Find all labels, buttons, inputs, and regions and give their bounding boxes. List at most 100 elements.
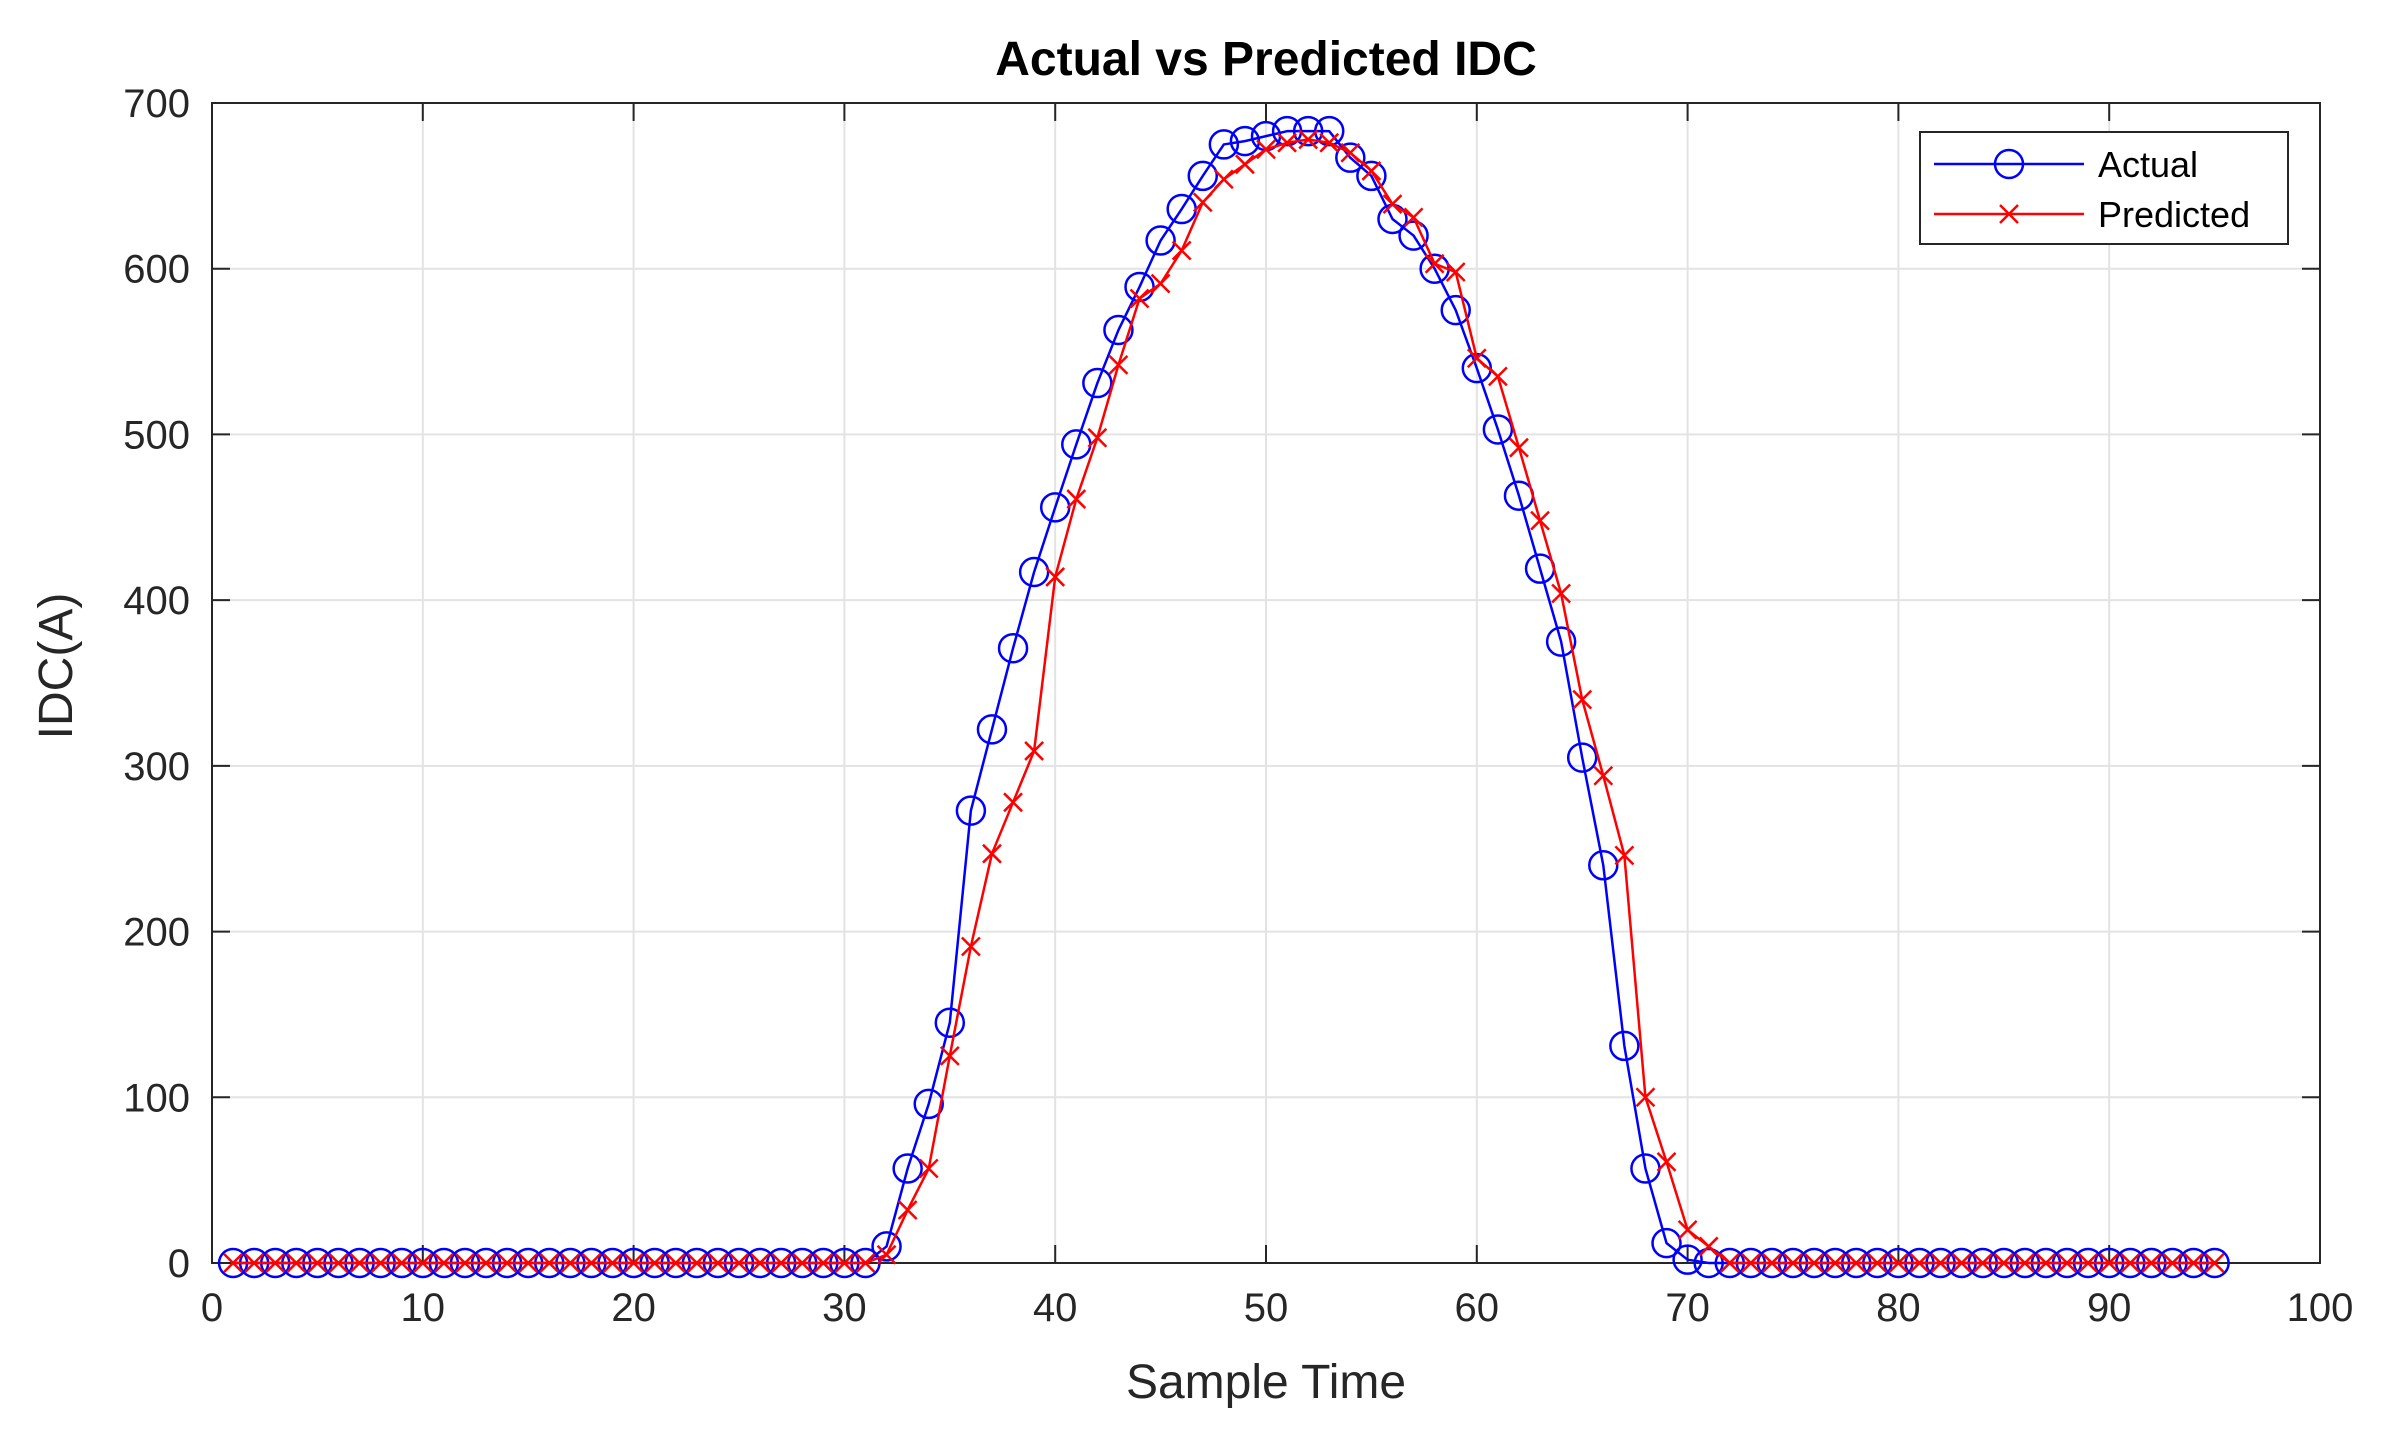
data-point-predicted — [1867, 1253, 1888, 1273]
data-point-predicted — [602, 1253, 623, 1273]
data-point-predicted — [1129, 288, 1150, 309]
data-point-predicted — [2183, 1253, 2204, 1273]
data-point-predicted — [1424, 253, 1445, 274]
data-point-actual — [913, 1088, 944, 1120]
data-point-actual — [1103, 314, 1134, 346]
data-point-predicted — [2014, 1253, 2035, 1273]
data-point-predicted — [581, 1253, 602, 1273]
data-point-predicted — [307, 1253, 328, 1273]
data-point-predicted — [1045, 567, 1066, 587]
data-point-actual — [997, 632, 1029, 664]
data-point-predicted — [412, 1253, 433, 1273]
data-point-predicted — [729, 1253, 749, 1273]
data-point-predicted — [792, 1253, 813, 1273]
data-point-predicted — [1846, 1253, 1867, 1273]
data-point-actual — [1292, 115, 1324, 147]
series-layer — [217, 115, 2230, 1279]
data-point-predicted — [349, 1253, 370, 1273]
y-tick-label: 300 — [123, 745, 190, 789]
data-point-actual — [871, 1231, 902, 1262]
data-point-predicted — [1909, 1253, 1930, 1273]
y-tick-label: 600 — [123, 248, 190, 292]
data-point-predicted — [982, 843, 1002, 864]
data-point-predicted — [665, 1253, 686, 1273]
x-tick-label: 70 — [1665, 1286, 1710, 1330]
data-point-predicted — [1551, 583, 1572, 604]
y-tick-label: 200 — [123, 911, 190, 955]
data-point-predicted — [1087, 427, 1108, 448]
legend-item-predicted: Predicted — [1934, 194, 2250, 235]
data-point-predicted — [771, 1253, 792, 1273]
data-point-predicted — [518, 1253, 539, 1273]
data-point-predicted — [644, 1253, 665, 1273]
data-point-predicted — [286, 1253, 307, 1273]
data-point-predicted — [265, 1253, 286, 1273]
legend-box — [1919, 131, 2289, 245]
x-tick-label: 30 — [822, 1286, 867, 1330]
x-tick-label: 90 — [2087, 1286, 2132, 1330]
data-point-predicted — [1972, 1253, 1993, 1273]
data-point-predicted — [1361, 161, 1382, 181]
data-point-predicted — [391, 1253, 412, 1273]
data-point-predicted — [497, 1253, 518, 1273]
data-point-predicted — [855, 1253, 876, 1273]
data-point-predicted — [476, 1253, 496, 1273]
chart-title: Actual vs Predicted IDC — [995, 33, 1537, 86]
data-point-predicted — [708, 1253, 728, 1273]
data-point-predicted — [1403, 207, 1424, 228]
tick-labels: 0 10 20 30 40 50 60 70 80 90 100 0 100 200 300 400 500 60… — [123, 82, 2353, 1330]
x-tick-label: 10 — [401, 1286, 446, 1330]
data-point-predicted — [1825, 1253, 1846, 1273]
x-tick-label: 20 — [611, 1286, 656, 1330]
data-point-actual — [1545, 626, 1577, 657]
data-point-actual — [1482, 414, 1514, 445]
data-point-actual — [1609, 1030, 1640, 1062]
data-point-predicted — [1719, 1253, 1740, 1273]
data-point-predicted — [244, 1253, 265, 1273]
data-point-predicted — [1235, 154, 1255, 175]
data-point-actual — [1440, 294, 1471, 326]
x-tick-label: 100 — [2287, 1286, 2354, 1330]
data-point-predicted — [750, 1253, 770, 1273]
data-point-predicted — [1951, 1253, 1972, 1273]
data-point-predicted — [1614, 845, 1635, 866]
data-point-predicted — [2036, 1253, 2056, 1273]
data-point-predicted — [1762, 1253, 1782, 1273]
data-point-predicted — [960, 936, 981, 957]
x-tick-label: 50 — [1244, 1286, 1289, 1330]
data-point-actual — [955, 795, 987, 826]
data-point-predicted — [623, 1253, 644, 1273]
data-point-predicted — [1888, 1253, 1909, 1273]
data-point-predicted — [1445, 262, 1466, 282]
data-point-predicted — [2099, 1253, 2120, 1273]
data-point-predicted — [1319, 132, 1340, 153]
series-predicted — [223, 129, 2225, 1273]
y-tick-label: 700 — [123, 82, 190, 126]
data-point-predicted — [1382, 194, 1403, 214]
data-point-actual — [1398, 220, 1429, 251]
legend-marker-actual — [1993, 148, 2025, 180]
data-point-predicted — [1277, 132, 1297, 153]
data-point-predicted — [1298, 129, 1319, 150]
legend-label: Predicted — [2098, 194, 2250, 235]
data-point-predicted — [1256, 139, 1276, 160]
data-point-predicted — [813, 1253, 834, 1273]
data-point-actual — [1018, 556, 1050, 588]
data-point-predicted — [1150, 273, 1171, 294]
data-point-predicted — [1108, 354, 1129, 375]
data-point-predicted — [1698, 1236, 1719, 1257]
data-point-predicted — [1740, 1253, 1761, 1273]
data-point-actual — [1356, 160, 1387, 192]
data-point-actual — [1651, 1227, 1682, 1259]
grid-lines — [212, 103, 2320, 1263]
data-point-predicted — [1171, 240, 1192, 261]
data-point-predicted — [939, 1045, 960, 1066]
x-tick-label: 40 — [1033, 1286, 1078, 1330]
data-point-actual — [892, 1153, 923, 1184]
data-point-predicted — [1530, 510, 1550, 531]
x-axis-label: Sample Time — [1126, 1356, 1406, 1409]
data-point-predicted — [1066, 489, 1087, 509]
data-point-predicted — [876, 1244, 897, 1265]
